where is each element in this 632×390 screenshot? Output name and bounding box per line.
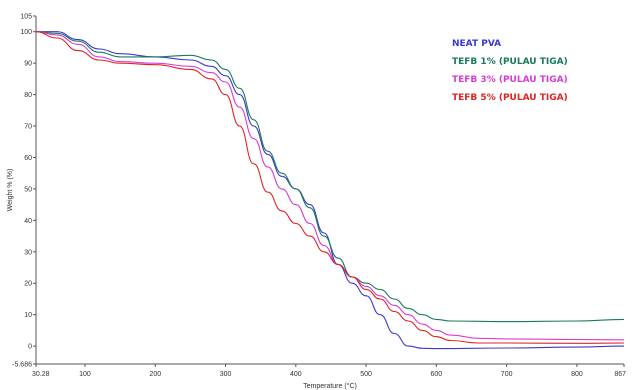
legend-entry-4: TEFB 5% (PULAU TIGA) [452, 93, 568, 103]
x-tick-label: 100 [79, 371, 91, 378]
y-tick-label: 0 [28, 344, 32, 351]
x-tick-label: 700 [501, 371, 513, 378]
x-tick-label: 600 [431, 371, 443, 378]
legend-entry-2: TEFB 1% (PULAU TIGA) [452, 57, 568, 67]
series-line-3 [35, 31, 625, 341]
y-tick-label: 10 [24, 312, 32, 319]
y-tick-label: 70 [24, 124, 32, 131]
x-tick-label: 30.28 [32, 371, 50, 378]
legend-entry-1: NEAT PVA [452, 39, 501, 49]
x-tick-label: 200 [149, 371, 161, 378]
x-tick-label: 300 [220, 371, 232, 378]
x-tick-label: 800 [571, 371, 583, 378]
y-tick-label: 50 [24, 186, 32, 193]
x-tick-label: 500 [360, 371, 372, 378]
x-tick-label: 400 [290, 371, 302, 378]
y-tick-label: 105 [20, 14, 32, 21]
series-line-4 [35, 31, 625, 344]
plot-area [35, 31, 625, 350]
y-tick-label: 60 [24, 155, 32, 162]
y-axis-title: Weight % (%) [7, 169, 14, 212]
x-tick-label: 867 [614, 371, 626, 378]
legend-entry-3: TEFB 3% (PULAU TIGA) [452, 75, 568, 85]
y-tick-label: 100 [20, 29, 32, 36]
y-tick-label: 90 [24, 61, 32, 68]
y-tick-label: 80 [24, 92, 32, 99]
x-axis-title: Temperature (°C) [303, 382, 357, 390]
y-tick-label: 20 [24, 281, 32, 288]
y-tick-label: -5.686 [12, 362, 32, 369]
y-tick-label: 40 [24, 218, 32, 225]
y-tick-label: 30 [24, 249, 32, 256]
legend: NEAT PVA TEFB 1% (PULAU TIGA) TEFB 3% (PUL… [452, 39, 568, 103]
series-line-2 [35, 31, 625, 323]
